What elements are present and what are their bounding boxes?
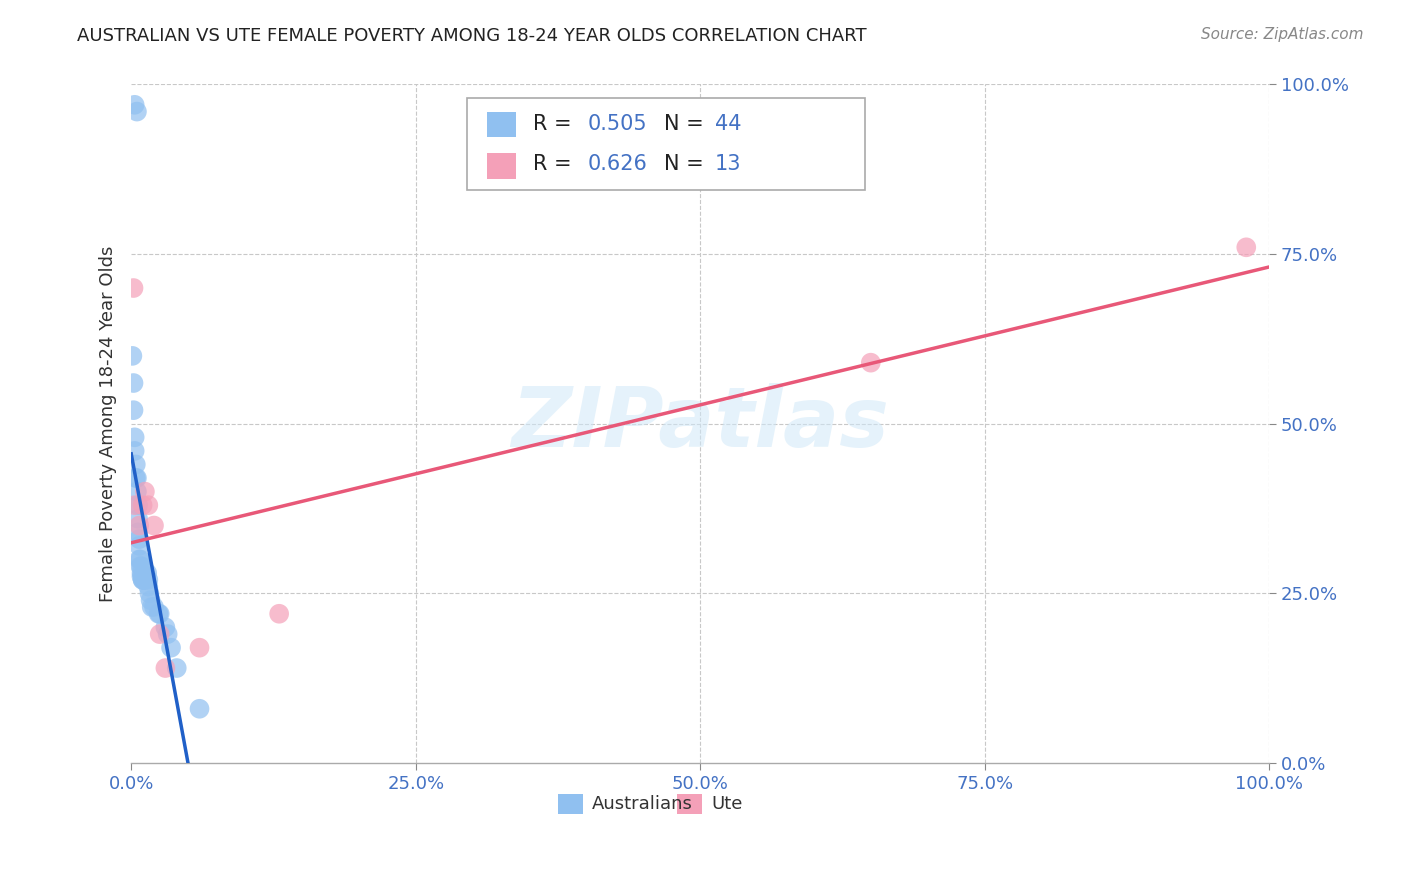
Point bbox=[155, 661, 177, 675]
Point bbox=[1234, 240, 1257, 254]
Point bbox=[136, 498, 159, 512]
Point bbox=[188, 640, 211, 655]
Point bbox=[141, 599, 163, 614]
Point bbox=[149, 627, 172, 641]
Point bbox=[134, 573, 156, 587]
FancyBboxPatch shape bbox=[467, 98, 865, 190]
Text: 0.626: 0.626 bbox=[588, 154, 647, 174]
Point bbox=[124, 97, 146, 112]
Text: R =: R = bbox=[533, 113, 578, 134]
Point bbox=[136, 566, 159, 580]
Y-axis label: Female Poverty Among 18-24 Year Olds: Female Poverty Among 18-24 Year Olds bbox=[100, 245, 117, 602]
Text: Ute: Ute bbox=[711, 795, 742, 813]
Point bbox=[125, 471, 148, 485]
Point bbox=[131, 569, 153, 583]
Point bbox=[160, 640, 183, 655]
Text: N =: N = bbox=[664, 154, 710, 174]
Point bbox=[131, 498, 153, 512]
Point bbox=[136, 573, 159, 587]
Point bbox=[128, 532, 150, 546]
Point bbox=[269, 607, 291, 621]
Text: ZIPatlas: ZIPatlas bbox=[512, 384, 889, 464]
Text: 44: 44 bbox=[714, 113, 741, 134]
Point bbox=[124, 498, 146, 512]
Point bbox=[128, 539, 150, 553]
Point bbox=[131, 573, 153, 587]
Point bbox=[125, 471, 148, 485]
Point bbox=[859, 356, 882, 370]
Point bbox=[143, 599, 166, 614]
Point bbox=[131, 566, 153, 580]
Point bbox=[128, 518, 150, 533]
FancyBboxPatch shape bbox=[558, 794, 583, 814]
Point bbox=[155, 620, 177, 634]
Point bbox=[122, 376, 145, 390]
FancyBboxPatch shape bbox=[678, 794, 703, 814]
Point bbox=[129, 552, 152, 566]
Point bbox=[131, 559, 153, 574]
Point bbox=[132, 569, 155, 583]
Point bbox=[122, 403, 145, 417]
Point bbox=[134, 484, 156, 499]
Point bbox=[124, 430, 146, 444]
Point bbox=[143, 518, 166, 533]
Point bbox=[149, 607, 172, 621]
FancyBboxPatch shape bbox=[488, 153, 516, 178]
Text: 13: 13 bbox=[714, 154, 741, 174]
Text: Source: ZipAtlas.com: Source: ZipAtlas.com bbox=[1201, 27, 1364, 42]
Point bbox=[135, 569, 157, 583]
Point bbox=[136, 580, 159, 594]
Point bbox=[156, 627, 179, 641]
Point bbox=[131, 569, 153, 583]
FancyBboxPatch shape bbox=[488, 112, 516, 137]
Point bbox=[128, 552, 150, 566]
Point bbox=[134, 573, 156, 587]
Point bbox=[127, 525, 149, 540]
Text: AUSTRALIAN VS UTE FEMALE POVERTY AMONG 18-24 YEAR OLDS CORRELATION CHART: AUSTRALIAN VS UTE FEMALE POVERTY AMONG 1… bbox=[77, 27, 868, 45]
Point bbox=[122, 281, 145, 295]
Point bbox=[129, 559, 152, 574]
Point bbox=[132, 573, 155, 587]
Point bbox=[139, 593, 162, 607]
Point bbox=[127, 498, 149, 512]
Text: R =: R = bbox=[533, 154, 578, 174]
Point bbox=[121, 349, 143, 363]
Text: Australians: Australians bbox=[592, 795, 693, 813]
Text: N =: N = bbox=[664, 113, 710, 134]
Point bbox=[127, 512, 149, 526]
Point bbox=[125, 104, 148, 119]
Point bbox=[131, 573, 153, 587]
Point bbox=[148, 607, 170, 621]
Point bbox=[188, 702, 211, 716]
Point bbox=[166, 661, 188, 675]
Point bbox=[124, 443, 146, 458]
Point bbox=[125, 484, 148, 499]
Point bbox=[138, 586, 160, 600]
Point bbox=[125, 458, 148, 472]
Text: 0.505: 0.505 bbox=[588, 113, 647, 134]
